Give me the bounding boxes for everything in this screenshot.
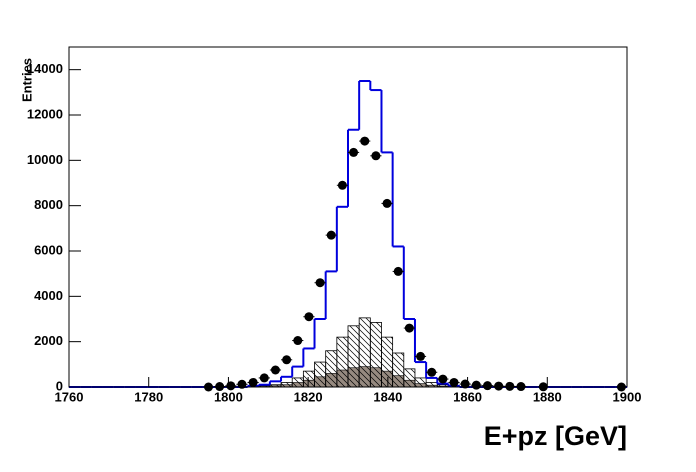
data-point: [483, 381, 492, 391]
y-tick-label: 12000: [27, 106, 63, 121]
hatched-bin: [414, 377, 427, 388]
hatched-bin: [392, 352, 405, 388]
data-point: [438, 374, 448, 384]
data-point: [259, 373, 269, 383]
data-point: [371, 151, 381, 161]
data-point: [337, 180, 347, 190]
data-point: [360, 136, 370, 146]
x-tick-label: 1840: [373, 389, 402, 404]
hatched-bin: [381, 336, 394, 388]
data-point: [304, 312, 314, 322]
y-tick-label: 8000: [34, 197, 63, 212]
x-tick-label: 1860: [453, 389, 482, 404]
x-tick-label: 1880: [533, 389, 562, 404]
hatched-bin: [336, 336, 349, 388]
y-tick-label: 6000: [34, 242, 63, 257]
y-tick-label: 14000: [27, 61, 63, 76]
hatched-bin: [291, 377, 304, 388]
x-tick-label: 1900: [613, 389, 642, 404]
data-point: [326, 230, 336, 240]
data-point: [404, 323, 414, 333]
data-point: [494, 381, 504, 391]
y-tick-label: 2000: [34, 333, 63, 348]
data-point: [282, 355, 292, 365]
y-tick-label: 4000: [34, 288, 63, 303]
x-axis-title: E+pz [GeV]: [484, 421, 627, 451]
data-point: [471, 380, 481, 390]
y-axis-title: Entries: [19, 58, 34, 102]
hatched-bin: [403, 368, 416, 388]
x-tick-label: 1760: [55, 389, 84, 404]
data-point: [270, 365, 280, 375]
hatched-bin: [302, 370, 315, 388]
data-point: [382, 198, 392, 208]
y-tick-label: 0: [56, 378, 63, 393]
hatched-bin: [425, 382, 438, 388]
hatched-bin: [325, 350, 338, 388]
hatched-bin: [347, 325, 360, 388]
data-point: [427, 367, 437, 377]
data-point: [293, 336, 303, 346]
x-tick-label: 1780: [134, 389, 163, 404]
x-tick-label: 1800: [214, 389, 243, 404]
y-tick-label: 10000: [27, 152, 63, 167]
data-point: [315, 278, 325, 288]
x-tick-label: 1820: [294, 389, 323, 404]
data-point: [248, 377, 258, 387]
data-point: [349, 147, 359, 157]
data-point: [416, 351, 426, 361]
hatched-bin: [358, 317, 371, 388]
data-point: [393, 266, 403, 276]
data-point: [505, 381, 515, 391]
plot-frame: [68, 46, 628, 388]
hatched-bin: [369, 321, 382, 388]
hatched-bin: [314, 361, 327, 388]
data-point: [449, 377, 459, 387]
hatched-bin: [280, 382, 293, 388]
